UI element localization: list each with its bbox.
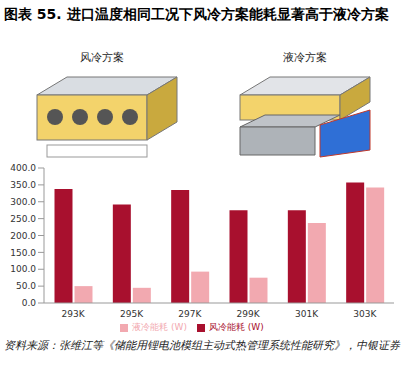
svg-text:295K: 295K xyxy=(120,309,144,319)
svg-text:297K: 297K xyxy=(178,309,202,319)
html-text:风冷能耗 (W): 风冷能耗 (W) xyxy=(209,322,264,332)
svg-text:293K: 293K xyxy=(62,309,86,319)
html-text:资料来源：张维江等《储能用锂电池模组主动式热管理系统性能研究: 资料来源：张维江等《储能用锂电池模组主动式热管理系统性能研究》，中银证券 xyxy=(4,339,400,352)
svg-text:400.0: 400.0 xyxy=(10,163,36,173)
svg-text:150.0: 150.0 xyxy=(10,248,36,258)
svg-text:0.0: 0.0 xyxy=(22,298,37,308)
svg-text:250.0: 250.0 xyxy=(10,214,36,224)
svg-text:301K: 301K xyxy=(295,309,319,319)
svg-text:200.0: 200.0 xyxy=(10,231,36,241)
svg-text:100.0: 100.0 xyxy=(10,264,36,274)
svg-text:350.0: 350.0 xyxy=(10,180,36,190)
svg-text:299K: 299K xyxy=(237,309,261,319)
html-text:液冷能耗 (W): 液冷能耗 (W) xyxy=(132,322,187,332)
html-text:风冷方案: 风冷方案 xyxy=(79,51,124,64)
svg-text:303K: 303K xyxy=(353,309,377,319)
svg-text:50.0: 50.0 xyxy=(16,281,36,291)
html-text:液冷方案: 液冷方案 xyxy=(282,51,327,64)
svg-text:300.0: 300.0 xyxy=(10,197,36,207)
html-text:图表 55. 进口温度相同工况下风冷方案能耗显著高于液冷方案: 图表 55. 进口温度相同工况下风冷方案能耗显著高于液冷方案 xyxy=(4,6,389,22)
